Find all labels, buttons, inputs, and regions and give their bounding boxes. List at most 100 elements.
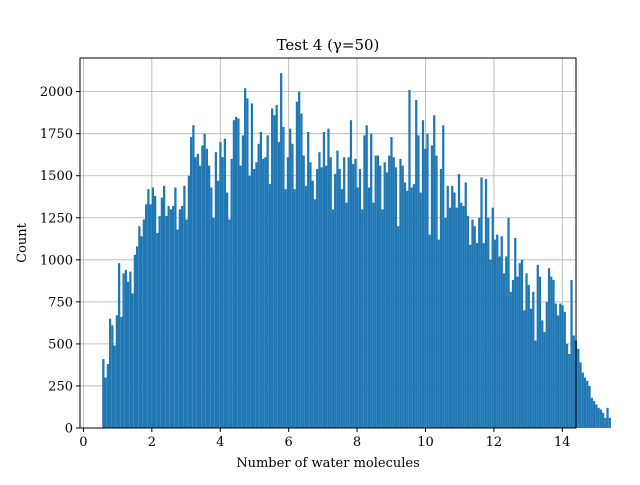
histogram-bar <box>550 276 553 428</box>
histogram-bar <box>246 98 249 428</box>
histogram-bar <box>302 155 305 428</box>
histogram-bar <box>480 177 483 428</box>
histogram-bar <box>493 239 497 428</box>
histogram-bar <box>277 142 281 428</box>
histogram-bar <box>394 167 398 428</box>
histogram-bar <box>484 179 488 428</box>
histogram-bar <box>376 155 380 428</box>
histogram-bar <box>552 280 555 428</box>
histogram-bar <box>604 417 607 428</box>
histogram-bar <box>311 180 314 428</box>
histogram-bar <box>212 217 215 428</box>
histogram-bar <box>111 325 114 428</box>
histogram-bar <box>370 133 373 428</box>
histogram-bar <box>268 184 272 428</box>
y-axis-label: Count <box>15 222 30 263</box>
histogram-bar <box>223 138 227 428</box>
histogram-bar <box>547 268 551 428</box>
histogram-bar <box>365 125 368 428</box>
histogram-bar <box>241 135 245 428</box>
histogram-bar <box>329 157 332 428</box>
histogram-bar <box>502 273 506 428</box>
histogram-bar <box>187 175 191 428</box>
histogram-bar <box>192 125 195 428</box>
histogram-bar <box>183 185 186 428</box>
histogram-bar <box>104 377 107 428</box>
histogram-bar <box>466 216 470 428</box>
histogram-bar <box>412 184 416 428</box>
histogram-bar <box>451 185 454 428</box>
histogram-bar <box>361 209 364 428</box>
histogram-bar <box>529 308 533 428</box>
histogram-bar <box>131 293 134 428</box>
histogram-bar <box>489 259 492 428</box>
histogram-bar <box>228 219 231 428</box>
histogram-bar <box>437 239 440 428</box>
histogram-bar <box>286 157 290 428</box>
histogram-bar <box>144 204 148 428</box>
histogram-bar <box>460 202 463 428</box>
histogram-bar <box>541 320 544 428</box>
histogram-bar <box>113 345 116 428</box>
histogram-bar <box>408 89 411 429</box>
histogram-bar <box>298 91 301 429</box>
histogram-bar <box>516 276 519 428</box>
histogram-bar <box>579 362 582 428</box>
histogram-bar <box>140 236 143 428</box>
histogram-bar <box>367 187 371 428</box>
histogram-bar <box>500 236 503 428</box>
histogram-bar <box>138 226 141 428</box>
histogram-bar <box>106 364 109 428</box>
histogram-bar <box>424 148 427 428</box>
histogram-bar <box>406 190 409 428</box>
histogram-bar <box>219 142 222 428</box>
histogram-bar <box>556 315 560 428</box>
histogram-bar <box>322 132 326 428</box>
histogram-bar <box>534 340 537 428</box>
histogram-bar <box>120 317 123 428</box>
histogram-bar <box>601 412 605 428</box>
histogram-bars <box>102 73 611 429</box>
histogram-bar <box>403 182 407 428</box>
histogram-bar <box>217 180 220 428</box>
histogram-bar <box>117 263 121 428</box>
histogram-bar <box>147 189 150 428</box>
histogram-bar <box>151 187 155 428</box>
histogram-bar <box>307 132 310 428</box>
histogram-bar <box>172 206 175 428</box>
histogram-bar <box>538 276 542 428</box>
x-tick-label: 8 <box>353 435 361 450</box>
histogram-bar <box>487 217 490 428</box>
histogram-bar <box>226 192 229 428</box>
y-tick-label: 2000 <box>40 85 73 100</box>
histogram-bar <box>304 185 308 428</box>
histogram-bar <box>167 206 170 428</box>
histogram-bar <box>498 256 501 428</box>
histogram-bar <box>518 263 521 428</box>
histogram-bar <box>338 169 341 428</box>
histogram-bar <box>214 152 218 428</box>
histogram-bar <box>570 280 573 428</box>
histogram-bar <box>363 135 366 428</box>
histogram-bar <box>194 157 197 428</box>
histogram-bar <box>354 158 357 428</box>
histogram-bar <box>525 273 528 428</box>
histogram-bar <box>178 209 182 428</box>
histogram-bar <box>554 303 557 428</box>
x-tick-label: 14 <box>554 435 571 450</box>
histogram-bar <box>435 155 438 428</box>
histogram-bar <box>340 189 344 428</box>
histogram-bar <box>606 407 609 428</box>
histogram-bar <box>439 169 443 428</box>
histogram-bar <box>471 219 474 428</box>
histogram-bar <box>289 128 292 429</box>
histogram-bar <box>325 165 328 429</box>
histogram-bar <box>174 187 177 428</box>
histogram-bar <box>446 185 449 428</box>
histogram-bar <box>577 348 580 428</box>
histogram-bar <box>343 157 346 428</box>
histogram-bar <box>133 254 136 428</box>
histogram-bar <box>203 133 206 428</box>
histogram-bar <box>250 103 254 428</box>
